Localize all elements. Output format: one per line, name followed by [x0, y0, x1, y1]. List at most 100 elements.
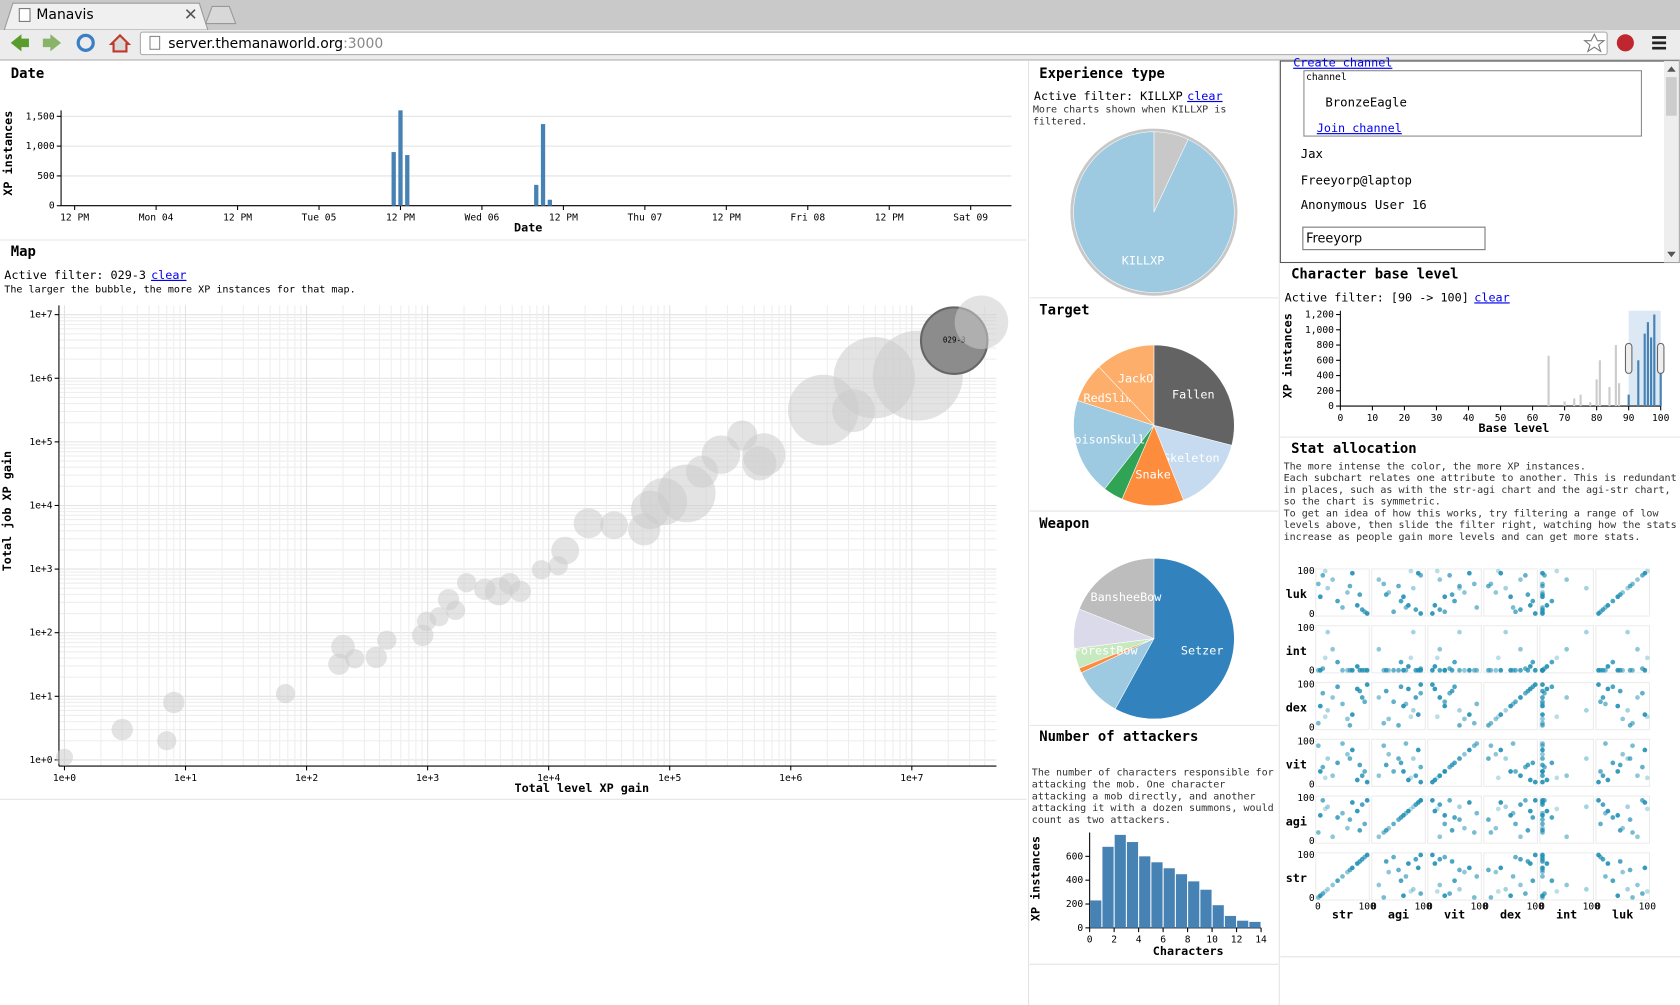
- extension-icon[interactable]: [1616, 34, 1634, 52]
- bubble[interactable]: [275, 684, 296, 704]
- bubble[interactable]: [429, 607, 449, 627]
- row-label: str: [1286, 871, 1307, 885]
- matrix-dot: [1447, 891, 1453, 896]
- matrix-dot: [1615, 703, 1621, 709]
- bubble[interactable]: [600, 511, 629, 540]
- matrix-dot: [1527, 777, 1533, 783]
- matrix-dot: [1486, 583, 1491, 589]
- matrix-dot: [1615, 893, 1621, 899]
- tab-icon: [18, 8, 31, 22]
- matrix-dot: [1398, 878, 1404, 884]
- matrix-dot: [1467, 747, 1472, 753]
- matrix-dot: [1408, 568, 1414, 574]
- bubble[interactable]: [377, 630, 397, 650]
- brush-handle[interactable]: [1656, 342, 1665, 374]
- pie-slice[interactable]: [1153, 424, 1233, 501]
- pie-slice[interactable]: [1153, 344, 1235, 446]
- subchart-frame: [1371, 568, 1426, 617]
- matrix-dot: [1630, 743, 1635, 749]
- matrix-dot: [1564, 834, 1569, 840]
- reload-button[interactable]: [76, 33, 95, 52]
- address-bar[interactable]: [139, 31, 1608, 56]
- matrix-dot: [1600, 802, 1606, 807]
- matrix-dot: [1442, 821, 1448, 827]
- bubble[interactable]: [742, 446, 777, 481]
- matrix-dot: [1430, 682, 1435, 687]
- y-tick-label: 1e+4: [29, 500, 52, 511]
- matrix-dot: [1523, 798, 1528, 803]
- y-tick-label: 500: [37, 171, 55, 182]
- matrix-dot: [1396, 817, 1401, 822]
- matrix-dot: [1596, 852, 1601, 858]
- subchart-frame: [1483, 738, 1538, 787]
- row-label: agi: [1286, 814, 1307, 828]
- pie-slice[interactable]: [1073, 131, 1235, 293]
- bubble[interactable]: [456, 573, 477, 593]
- matrix-dot: [1345, 751, 1350, 757]
- pie-slice[interactable]: [1114, 557, 1235, 720]
- bookmark-star[interactable]: [1583, 33, 1606, 53]
- y-tick-label: 1e+7: [29, 310, 52, 321]
- matrix-dot: [1488, 830, 1494, 835]
- x-tick-label: 30: [1431, 413, 1443, 424]
- matrix-dot: [1603, 874, 1608, 879]
- bubble[interactable]: [55, 748, 74, 766]
- bubble[interactable]: [157, 731, 177, 751]
- brush-handle[interactable]: [1624, 342, 1633, 374]
- bubble[interactable]: [551, 536, 580, 565]
- matrix-dot: [1320, 798, 1326, 803]
- matrix-dot: [1540, 716, 1545, 722]
- bubble[interactable]: [111, 718, 133, 741]
- matrix-dot: [1410, 804, 1416, 810]
- bubble[interactable]: [345, 649, 365, 669]
- x-tick-label: 0: [1595, 901, 1601, 912]
- bubble[interactable]: [365, 646, 387, 669]
- matrix-dot: [1383, 592, 1389, 597]
- menu-button[interactable]: [1652, 36, 1667, 50]
- join-channel-link[interactable]: Join channel: [1317, 121, 1402, 135]
- matrix-dot: [1437, 882, 1443, 888]
- bubble[interactable]: [701, 435, 741, 474]
- matrix-dot: [1410, 708, 1416, 713]
- scrollbar-thumb[interactable]: [1666, 77, 1677, 116]
- subchart-frame: [1595, 681, 1650, 731]
- matrix-dot: [1410, 886, 1416, 892]
- clear-filter[interactable]: clear: [151, 268, 186, 282]
- matrix-dot: [1498, 800, 1504, 805]
- clear-filter[interactable]: clear: [1474, 290, 1509, 304]
- subchart-frame: [1427, 625, 1482, 674]
- pie-slice[interactable]: [1121, 424, 1184, 506]
- tab[interactable]: [3, 2, 209, 31]
- bubble[interactable]: [328, 653, 350, 675]
- matrix-dot: [1610, 684, 1616, 690]
- matrix-dot: [1625, 629, 1630, 635]
- pie-slice[interactable]: [1098, 344, 1155, 427]
- clear-filter[interactable]: clear: [1187, 89, 1222, 103]
- matrix-dot: [1325, 629, 1331, 635]
- pie-slice[interactable]: [1078, 557, 1155, 639]
- pie-slice[interactable]: [1073, 400, 1155, 490]
- home-button[interactable]: [108, 33, 132, 53]
- matrix-dot: [1510, 810, 1516, 816]
- matrix-dot: [1434, 714, 1440, 720]
- bubble[interactable]: [531, 560, 552, 580]
- matrix-dot: [1518, 667, 1523, 673]
- new-tab[interactable]: [204, 5, 237, 25]
- bubble[interactable]: [445, 600, 466, 621]
- tab-close[interactable]: [185, 9, 196, 19]
- name-input[interactable]: [1302, 226, 1486, 251]
- matrix-dot: [1376, 646, 1382, 652]
- matrix-dot: [1330, 773, 1336, 779]
- matrix-dot: [1518, 607, 1523, 612]
- matrix-dot: [1364, 667, 1370, 673]
- x-tick-label: 1e+4: [537, 773, 560, 784]
- matrix-dot: [1381, 720, 1387, 726]
- channel-name: BronzeEagle: [1325, 95, 1407, 109]
- create-channel-link[interactable]: Create channel: [1293, 56, 1392, 70]
- bubble[interactable]: [954, 295, 1009, 350]
- bubble[interactable]: [573, 508, 604, 539]
- column-label: str: [1332, 908, 1353, 922]
- bubble[interactable]: [163, 691, 185, 714]
- bar: [547, 199, 552, 206]
- bubble[interactable]: [509, 580, 531, 603]
